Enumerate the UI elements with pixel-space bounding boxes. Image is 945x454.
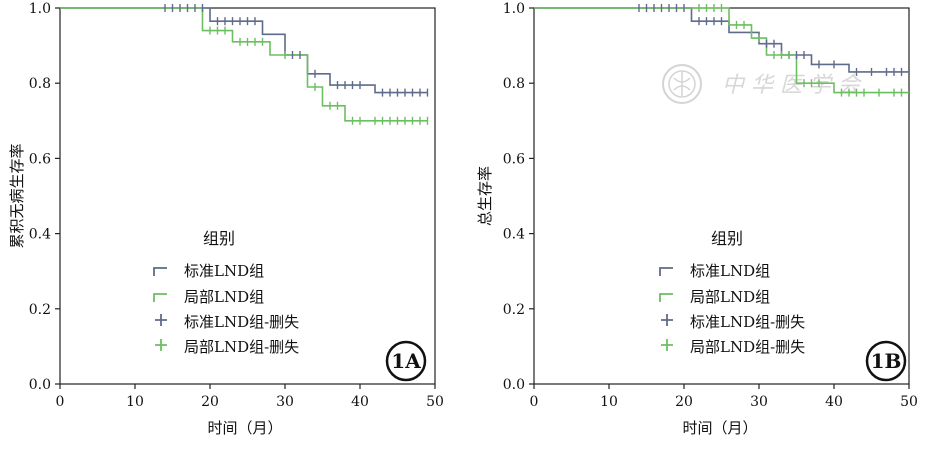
legend-label-standard: 标准LND组 — [184, 262, 264, 280]
panel-badge: 1A — [385, 340, 427, 382]
legend-label-standard: 标准LND组 — [690, 262, 770, 280]
y-tick-label: 0.8 — [29, 76, 51, 92]
y-tick-label: 0.6 — [503, 151, 525, 167]
legend-item-standard: 标准LND组 — [659, 262, 770, 280]
legend-item-local: 局部LND组 — [153, 288, 264, 306]
legend-swatch-standard — [659, 267, 673, 276]
censor-marks — [638, 4, 903, 97]
legend-swatch-local-censored — [155, 339, 167, 351]
y-tick-label: 0.4 — [503, 227, 525, 243]
legend-swatch-local-censored — [661, 339, 673, 351]
x-axis-ticks: 0 10 20 30 40 50 — [530, 384, 918, 410]
y-axis-ticks: 0.0 0.2 0.4 0.6 0.8 1.0 — [503, 1, 534, 393]
series-line-standard — [60, 7, 428, 94]
panel-badge-label: 1A — [391, 349, 421, 373]
legend-swatch-local — [659, 293, 673, 302]
legend: 组别 标准LND组 局部LND组 标准LND组-删失 局部LND组-删失 — [153, 229, 299, 356]
legend-title: 组别 — [711, 229, 743, 248]
x-tick-label: 0 — [56, 394, 65, 410]
x-tick-label: 40 — [825, 394, 843, 410]
y-tick-label: 1.0 — [503, 1, 525, 17]
medical-association-seal-icon — [662, 64, 702, 104]
y-tick-label: 0.2 — [29, 302, 51, 318]
x-tick-label: 50 — [426, 394, 444, 410]
legend-item-standard: 标准LND组 — [153, 262, 264, 280]
panel-1a: 0.0 0.2 0.4 0.6 0.8 1.0 0 10 20 30 40 50 时间（月） 累积无… — [8, 1, 444, 437]
panel-badge-label: 1B — [871, 349, 902, 373]
x-tick-label: 30 — [750, 394, 768, 410]
legend-item-standard-censored: 标准LND组-删失 — [155, 313, 299, 331]
survival-lines — [60, 7, 428, 122]
y-tick-label: 0.0 — [503, 377, 525, 393]
x-tick-label: 40 — [351, 394, 369, 410]
legend-swatch-standard-censored — [661, 314, 673, 326]
watermark: 中 华 医 学 会 — [662, 64, 862, 104]
legend-label-local: 局部LND组 — [184, 288, 264, 306]
y-tick-label: 0.2 — [503, 302, 525, 318]
x-axis-title: 时间（月） — [682, 419, 757, 437]
legend-label-standard-censored: 标准LND组-删失 — [690, 313, 805, 331]
legend-swatch-standard — [153, 267, 167, 276]
legend-title: 组别 — [203, 229, 235, 248]
x-tick-label: 20 — [201, 394, 219, 410]
panel-badge: 1B — [865, 340, 907, 382]
x-tick-label: 0 — [530, 394, 539, 410]
x-tick-label: 50 — [900, 394, 918, 410]
legend-item-local-censored: 局部LND组-删失 — [661, 338, 805, 356]
x-tick-label: 10 — [126, 394, 144, 410]
plot-frame — [59, 7, 436, 385]
series-line-local — [60, 7, 428, 122]
legend-label-standard-censored: 标准LND组-删失 — [184, 313, 299, 331]
legend-item-local-censored: 局部LND组-删失 — [155, 338, 299, 356]
y-tick-label: 0.8 — [503, 76, 525, 92]
legend-label-local-censored: 局部LND组-删失 — [184, 338, 299, 356]
legend-label-local-censored: 局部LND组-删失 — [690, 338, 805, 356]
x-axis-ticks: 0 10 20 30 40 50 — [56, 384, 444, 410]
y-axis-ticks: 0.0 0.2 0.4 0.6 0.8 1.0 — [29, 1, 60, 393]
panel-1b: 0.0 0.2 0.4 0.6 0.8 1.0 0 10 20 30 40 50 时间（月） 总生存… — [476, 1, 918, 437]
y-tick-label: 0.6 — [29, 151, 51, 167]
x-tick-label: 20 — [675, 394, 693, 410]
legend-swatch-local — [153, 293, 167, 302]
y-axis-title: 累积无病生存率 — [8, 143, 26, 248]
censor-marks — [164, 4, 429, 125]
legend-item-local: 局部LND组 — [659, 288, 770, 306]
series-line-standard — [534, 7, 909, 73]
x-tick-label: 10 — [600, 394, 618, 410]
legend: 组别 标准LND组 局部LND组 标准LND组-删失 局部LND组-删失 — [659, 229, 805, 356]
y-tick-label: 0.0 — [29, 377, 51, 393]
legend-swatch-standard-censored — [155, 314, 167, 326]
y-tick-label: 0.4 — [29, 227, 51, 243]
watermark-text: 中 华 医 学 会 — [722, 73, 862, 98]
y-axis-title: 总生存率 — [476, 166, 494, 226]
legend-label-local: 局部LND组 — [690, 288, 770, 306]
legend-item-standard-censored: 标准LND组-删失 — [661, 313, 805, 331]
y-tick-label: 1.0 — [29, 1, 51, 17]
x-tick-label: 30 — [276, 394, 294, 410]
x-axis-title: 时间（月） — [207, 419, 282, 437]
